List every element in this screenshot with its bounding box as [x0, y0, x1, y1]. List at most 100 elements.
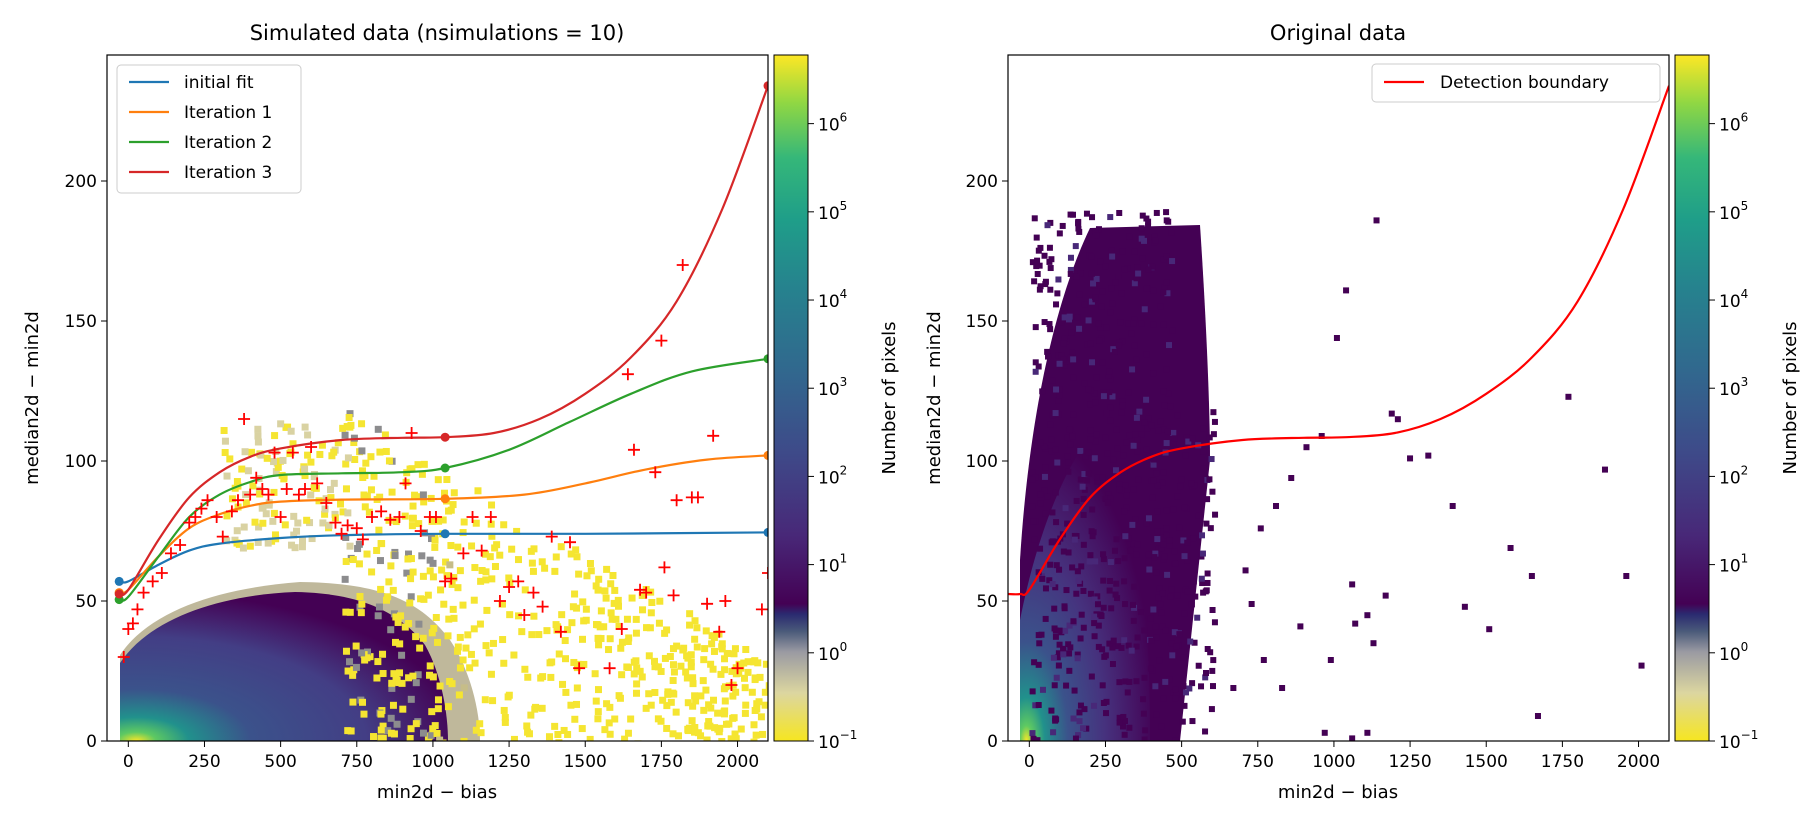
hist-cell — [1192, 593, 1199, 600]
hist-cell — [1174, 412, 1181, 419]
hist-cell — [1070, 356, 1077, 363]
hist-cell — [287, 427, 295, 435]
hist-cell — [1100, 604, 1107, 611]
hist-cell — [702, 686, 710, 694]
colorbar-tick-label: 103 — [818, 375, 847, 400]
hist-cell — [1083, 210, 1090, 217]
hist-cell — [1091, 620, 1098, 627]
hist-cell — [411, 491, 419, 499]
hist-cell — [645, 652, 653, 660]
hist-cell — [1145, 415, 1152, 422]
hist-cell — [359, 698, 367, 706]
hist-cell — [731, 730, 739, 738]
plus-marker — [256, 483, 269, 495]
hist-cell — [702, 627, 710, 635]
right-colorbar-ticks: 10−1 100 101 102 103 104 105 106 — [1709, 111, 1758, 753]
left-legend: initial fit Iteration 1 Iteration 2 Iterati… — [116, 64, 302, 194]
hist-cell — [567, 701, 575, 709]
hist-cell — [1049, 538, 1056, 545]
hist-cell — [1109, 253, 1116, 260]
hist-cell — [1182, 689, 1189, 696]
hist-cell — [1029, 469, 1036, 476]
hist-cell — [623, 663, 631, 671]
hist-cell — [429, 725, 437, 733]
hist-cell — [354, 545, 362, 553]
hist-cell — [1029, 688, 1036, 695]
hist-cell — [538, 558, 546, 566]
hist-cell — [398, 679, 406, 687]
hist-cell — [389, 586, 397, 594]
x-tick-label: 500 — [1165, 752, 1197, 772]
hist-cell — [1140, 710, 1147, 717]
hist-cell — [1145, 223, 1152, 230]
plus-marker — [512, 575, 525, 588]
hist-cell — [569, 603, 577, 611]
hist-cell — [730, 714, 738, 722]
hist-cell — [1157, 601, 1164, 608]
hist-cell — [389, 701, 397, 709]
plus-marker — [146, 575, 159, 588]
hist-cell — [1208, 456, 1215, 463]
hist-cell — [241, 448, 249, 456]
hist-cell — [1104, 499, 1111, 506]
hist-cell — [460, 737, 468, 741]
hist-cell — [442, 558, 450, 566]
hist-cell — [387, 729, 395, 737]
hist-cell — [466, 664, 474, 672]
hist-cell — [759, 730, 767, 738]
hist-cell — [270, 488, 278, 496]
hist-cell — [632, 629, 640, 637]
hist-cell — [487, 670, 495, 678]
hist-cell — [1116, 714, 1123, 721]
hist-cell — [1128, 330, 1135, 337]
hist-cell — [691, 617, 699, 625]
plus-marker — [274, 511, 287, 523]
hist-cell — [1035, 661, 1042, 668]
hist-cell — [1148, 422, 1155, 429]
knot-point — [440, 432, 450, 442]
hist-cell — [729, 692, 737, 700]
hist-cell — [1129, 366, 1136, 373]
y-tick-label: 150 — [65, 312, 97, 332]
hist-cell — [1200, 589, 1207, 596]
hist-cell — [441, 489, 449, 497]
hist-cell — [1107, 309, 1114, 316]
hist-cell — [1186, 685, 1193, 692]
hist-cell — [1134, 634, 1141, 641]
hist-cell — [1067, 644, 1074, 651]
plus-marker — [445, 572, 458, 585]
curve-detection-boundary — [1008, 85, 1669, 597]
plus-marker — [731, 662, 744, 675]
hist-cell — [1151, 233, 1158, 240]
hist-cell — [1486, 626, 1493, 633]
hist-cell — [438, 566, 446, 574]
hist-cell — [1058, 352, 1065, 359]
hist-cell — [398, 651, 406, 659]
hist-cell — [254, 438, 262, 446]
hist-cell — [431, 543, 439, 551]
hist-cell — [643, 624, 651, 632]
hist-cell — [428, 708, 436, 716]
hist-cell — [1108, 605, 1115, 612]
hist-cell — [235, 540, 243, 548]
hist-cell — [574, 660, 582, 668]
hist-cell — [1279, 685, 1286, 691]
hist-cell — [1210, 657, 1217, 664]
plus-marker — [466, 511, 479, 523]
hist-cell — [1116, 481, 1123, 488]
hist-cell — [1528, 573, 1535, 579]
hist-cell — [1049, 581, 1056, 588]
hist-cell — [434, 705, 442, 713]
hist-cell — [1134, 264, 1141, 271]
hist-cell — [1106, 389, 1113, 396]
hist-cell — [1172, 695, 1179, 702]
hist-cell — [1150, 606, 1157, 613]
hist-cell — [1076, 718, 1083, 725]
hist-cell — [1199, 580, 1206, 587]
left-colorbar-ticks: 10−1 100 101 102 103 104 105 106 — [808, 111, 857, 753]
hist-cell — [1388, 410, 1395, 417]
hist-cell — [308, 535, 316, 543]
colorbar-tick-label: 103 — [1719, 375, 1748, 400]
colorbar-tick-label: 106 — [1719, 111, 1748, 136]
hist-cell — [750, 738, 758, 741]
